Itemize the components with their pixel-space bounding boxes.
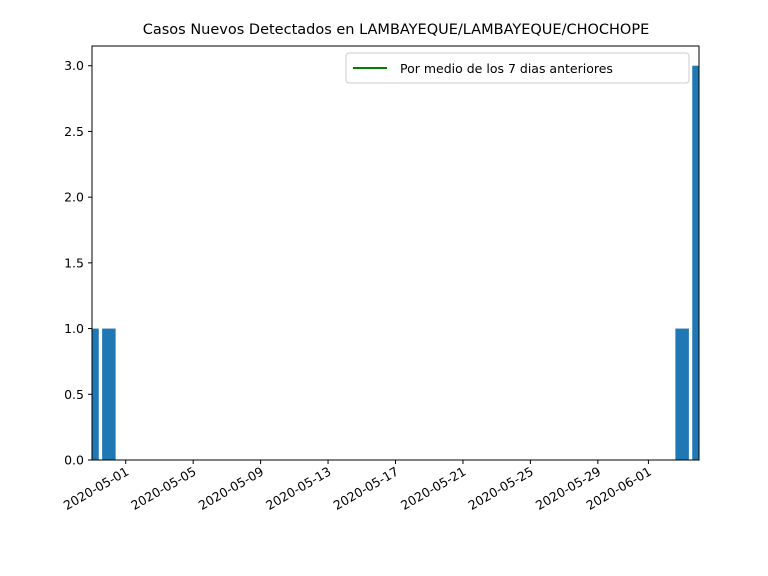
bars-group [92,65,699,460]
y-tick-label: 0.0 [64,453,84,468]
y-tick-label: 1.0 [64,321,84,336]
plot-frame [91,45,700,461]
x-tick-label: 2020-05-25 [465,464,535,513]
x-tick-label: 2020-05-13 [263,464,333,513]
y-tick-label: 1.5 [64,255,84,270]
bar-2020-06-03 [675,328,689,460]
x-tick-label: 2020-05-21 [398,464,468,513]
bar-2020-04-30 [102,328,116,460]
x-tick-label: 2020-05-17 [331,464,401,513]
y-tick-label: 0.5 [64,387,84,402]
x-axis: 2020-05-012020-05-052020-05-092020-05-13… [61,460,654,513]
legend-box [345,52,690,84]
legend: Por medio de los 7 dias anteriores [345,52,690,84]
x-tick-label: 2020-05-01 [61,464,131,513]
x-tick-label: 2020-05-05 [128,464,198,513]
y-tick-label: 2.0 [64,190,84,205]
y-axis: 0.0 0.5 1.0 1.5 2.0 2.5 3.0 [64,58,92,468]
y-tick-label: 3.0 [64,58,84,73]
legend-label: Por medio de los 7 dias anteriores [400,61,613,76]
y-tick-label: 2.5 [64,124,84,139]
x-tick-label: 2020-05-09 [196,464,266,513]
bar-2020-04-29 [92,328,99,460]
bar-2020-06-04 [692,65,699,460]
chart-title: Casos Nuevos Detectados en LAMBAYEQUE/LA… [143,22,650,38]
